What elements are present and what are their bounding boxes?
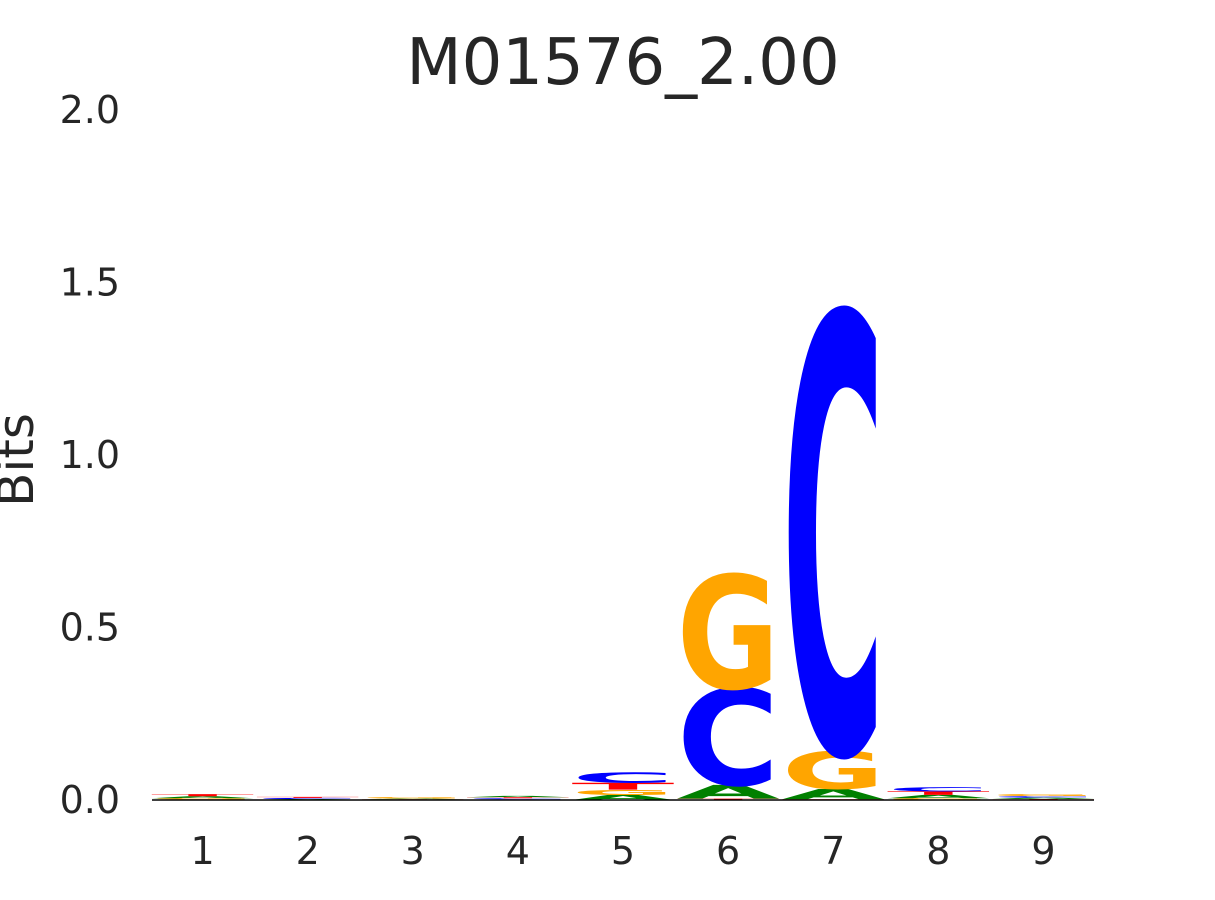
logo-letter: A [361,798,465,799]
chart-title: M01576_2.00 [406,26,839,100]
logo-letter: C [256,798,359,800]
y-axis-label: Bits [0,413,45,507]
logo-letter: C [677,662,780,817]
logo-letter: G [887,798,990,801]
x-tick-label: 3 [401,829,425,873]
logo-letter: G [992,794,1095,797]
y-tick-label: 2.0 [60,88,120,132]
logo-letter: A [151,796,255,799]
logo-letter: T [887,790,990,796]
logo-letter: C [992,796,1095,798]
x-tick-label: 1 [190,829,214,873]
logo-letter: C [466,798,569,800]
x-tick-label: 8 [926,829,950,873]
logo-letter: T [151,794,254,797]
logo-letter: G [782,741,885,802]
y-tick-label: 0.5 [60,606,120,650]
logo-letter: G [571,788,674,796]
logo-letter: G [361,797,464,799]
logo-letter: C [782,196,885,893]
logo-letter: T [256,797,359,799]
logo-letter: A [571,793,674,801]
x-tick-label: 5 [611,829,635,873]
logo-letter: C [571,770,674,786]
logo-letter: G [677,543,780,725]
x-tick-label: 9 [1031,829,1055,873]
x-tick-label: 2 [296,829,320,873]
logo-letter: T [466,797,569,799]
y-tick-label: 1.0 [60,433,120,477]
y-tick-label: 0.0 [60,778,120,822]
x-tick-label: 4 [506,829,530,873]
logo-letter: A [677,781,781,803]
logo-letter: A [992,797,1096,799]
logo-letter: A [466,795,570,797]
logo-letter: C [887,786,990,793]
logo-letter: G [151,798,254,800]
y-tick-label: 1.5 [60,261,120,305]
logo-letter: A [782,786,885,802]
x-tick-label: 7 [821,829,845,873]
logo-letter: T [571,781,675,792]
x-tick-label: 6 [716,829,740,873]
logo-letter: A [887,794,990,800]
